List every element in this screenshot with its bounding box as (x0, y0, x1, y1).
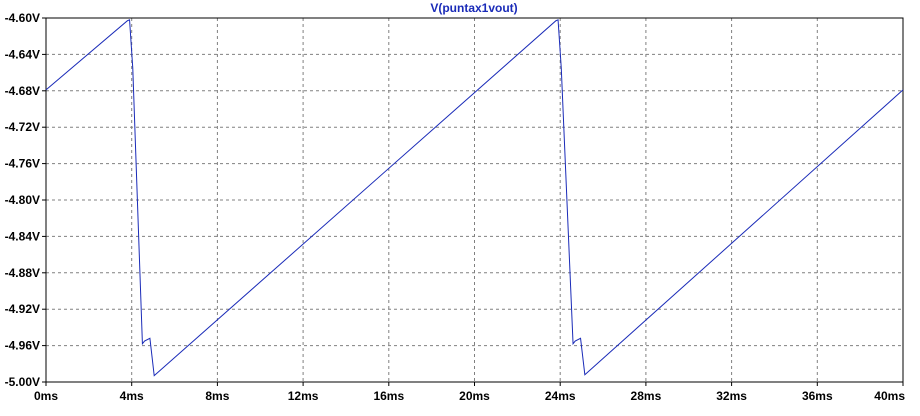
series-line (45, 19, 904, 377)
series-layer (45, 19, 904, 377)
chart-title: V(puntax1vout) (430, 1, 517, 15)
x-tick-label: 4ms (120, 389, 144, 403)
x-tick-label: 32ms (716, 389, 747, 403)
x-tick-label: 40ms (874, 389, 905, 403)
x-tick-label: 12ms (288, 389, 319, 403)
y-tick-label: -4.88V (5, 266, 40, 280)
y-tick-label: -4.80V (5, 193, 40, 207)
x-tick-label: 16ms (373, 389, 404, 403)
y-tick-label: -4.68V (5, 84, 40, 98)
x-tick-label: 0ms (34, 389, 58, 403)
y-tick-label: -4.92V (5, 302, 40, 316)
axes: 0ms 4ms 8ms 12ms 16ms 20ms 24ms 28ms 32ms 36ms 40m… (5, 11, 906, 403)
x-tick-label: 36ms (802, 389, 833, 403)
y-tick-label: -4.76V (5, 157, 40, 171)
x-tick-label: 24ms (545, 389, 576, 403)
y-tick-label: -4.64V (5, 47, 40, 61)
y-tick-label: -4.96V (5, 339, 40, 353)
x-tick-label: 8ms (205, 389, 229, 403)
grid (46, 18, 903, 382)
y-tick-label: -5.00V (5, 375, 40, 389)
x-tick-label: 20ms (459, 389, 490, 403)
y-tick-label: -4.60V (5, 11, 40, 25)
y-tick-label: -4.84V (5, 229, 40, 243)
x-tick-label: 28ms (631, 389, 662, 403)
y-tick-label: -4.72V (5, 120, 40, 134)
